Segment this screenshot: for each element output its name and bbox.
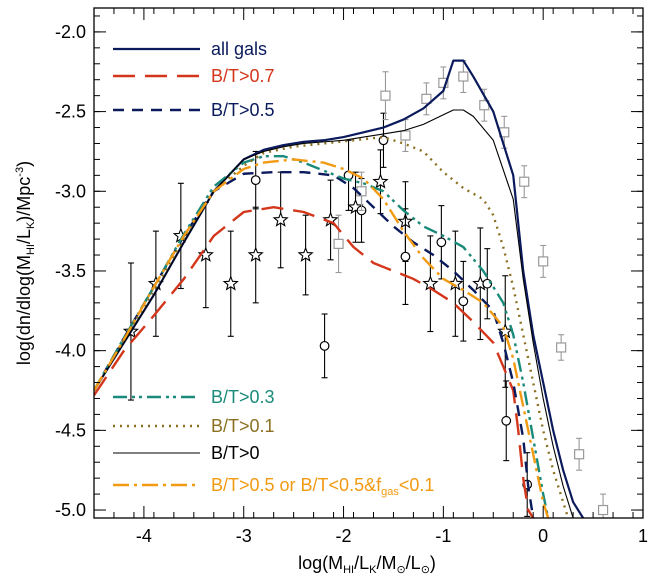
obs-star-point — [422, 275, 439, 291]
x-tick-label: -4 — [136, 526, 152, 546]
obs-circle-point — [436, 237, 447, 248]
obs-square-point — [400, 130, 411, 141]
obs-circle-point — [319, 340, 330, 351]
obs-square-point — [458, 71, 469, 82]
obs-square-point — [538, 256, 549, 267]
x-tick-label: 0 — [538, 526, 548, 546]
obs-circle-point — [250, 175, 261, 186]
y-tick-label: -2.5 — [55, 102, 86, 122]
obs-circle-point — [458, 296, 469, 307]
obs-square-point — [333, 238, 344, 249]
series-line-2 — [94, 170, 535, 518]
legend-label-bottom-1: B/T>0.1 — [211, 416, 275, 436]
obs-square-point — [380, 90, 391, 101]
obs-star-point — [272, 211, 289, 227]
legend-layer: all gals B/T>0.7 B/T>0.5 B/T>0.3 B/T>0.1 B/T>… — [113, 39, 434, 498]
obs-square-point — [556, 342, 567, 353]
observations-layer — [122, 60, 609, 518]
legend-label-bottom-0: B/T>0.3 — [211, 387, 275, 407]
obs-star-point — [347, 198, 364, 215]
x-tick-label: -3 — [236, 526, 252, 546]
series-line-6 — [94, 158, 550, 518]
obs-star-point — [222, 275, 239, 291]
y-tick-label: -3.0 — [55, 181, 86, 201]
legend-label-top-0: all gals — [211, 39, 267, 59]
x-axis-title: log(MHI/LK/M⊙/L⊙) — [298, 553, 436, 576]
y-tick-label: -3.5 — [55, 261, 86, 281]
legend-label-top-1: B/T>0.7 — [211, 66, 275, 86]
obs-circle-point — [400, 251, 411, 262]
obs-square-point — [421, 93, 432, 104]
y-tick-label: -4.5 — [55, 420, 86, 440]
x-tick-label: -2 — [336, 526, 352, 546]
legend-label-bottom-2: B/T>0 — [211, 443, 260, 463]
y-tick-label: -2.0 — [55, 22, 86, 42]
obs-star-point — [497, 322, 514, 339]
legend-label-bottom-3: B/T>0.5 or B/T<0.5&fgas<0.1 — [211, 475, 434, 498]
y-tick-label: -4.0 — [55, 341, 86, 361]
plot-frame — [93, 7, 644, 519]
obs-star-point — [297, 246, 314, 262]
x-tick-label: -1 — [435, 526, 451, 546]
y-axis-title: log(dn/dlog(MHI/LK)/Mpc-3) — [14, 161, 37, 365]
legend-label-top-2: B/T>0.5 — [211, 100, 275, 120]
x-tick-label: 1 — [638, 526, 648, 546]
obs-circle-point — [501, 415, 512, 426]
obs-square-point — [597, 504, 609, 516]
axes-layer: -4 -3 -2 -1 0 1 -5.0 -4.5 -4.0 -3.5 -3.0 -2.5 -2.0 — [55, 8, 648, 546]
y-tick-label: -5.0 — [55, 500, 86, 520]
obs-star-point — [247, 246, 264, 262]
series-layer — [94, 59, 585, 518]
obs-square-point — [574, 449, 585, 460]
series-line-5 — [94, 109, 574, 518]
obs-square-point — [519, 176, 530, 187]
obs-star-point — [372, 173, 389, 189]
